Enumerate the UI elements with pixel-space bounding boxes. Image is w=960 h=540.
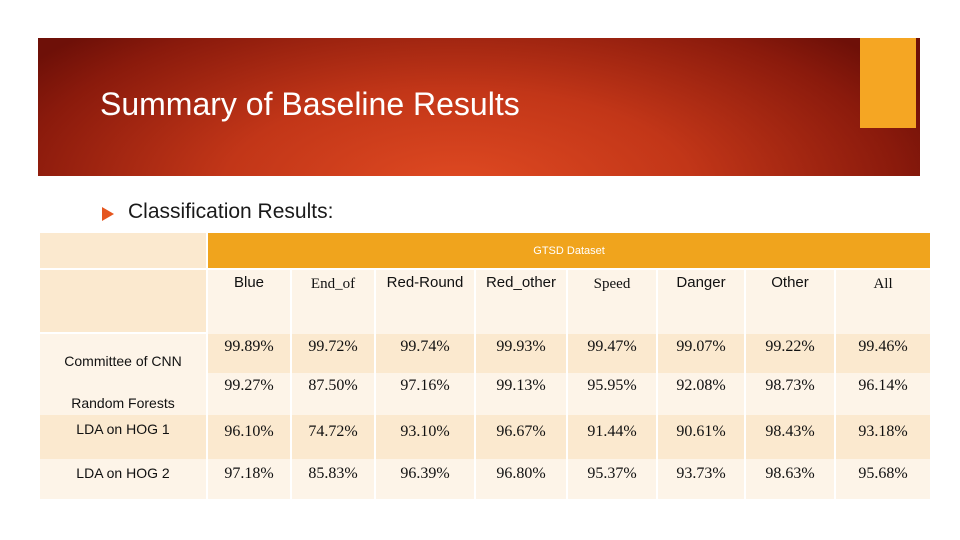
column-header-row: Blue End_of Red-Round Red_other Speed Da…	[40, 270, 931, 334]
table-cell: 93.73%	[658, 459, 746, 499]
table-cell: 90.61%	[658, 415, 746, 459]
bullet-text: Classification Results:	[128, 200, 334, 223]
table-cell: 96.39%	[376, 459, 476, 499]
table-cell: 99.89%	[208, 334, 292, 373]
table-cell: 99.93%	[476, 334, 568, 373]
table-cell: 99.27%	[208, 373, 292, 415]
row-label: LDA on HOG 2	[40, 459, 208, 499]
table-cell: 99.07%	[658, 334, 746, 373]
table-cell: 93.18%	[836, 415, 931, 459]
table-cell: 97.18%	[208, 459, 292, 499]
bullet-arrow-icon	[102, 207, 114, 221]
title-banner	[38, 38, 920, 176]
column-header: Danger	[658, 270, 746, 334]
results-table: GTSD Dataset Blue End_of Red-Round Red_o…	[40, 233, 931, 499]
table-row: Random Forests 99.27% 87.50% 97.16% 99.1…	[40, 373, 931, 415]
column-header: End_of	[292, 270, 376, 334]
table-cell: 92.08%	[658, 373, 746, 415]
slide-title: Summary of Baseline Results	[100, 86, 520, 122]
table-cell: 99.74%	[376, 334, 476, 373]
corner-cell	[40, 270, 208, 334]
table-cell: 95.37%	[568, 459, 658, 499]
table-cell: 95.95%	[568, 373, 658, 415]
dataset-header: GTSD Dataset	[208, 233, 931, 270]
row-label: Random Forests	[40, 373, 208, 415]
accent-block	[860, 38, 916, 128]
column-header: Red-Round	[376, 270, 476, 334]
column-header: Red_other	[476, 270, 568, 334]
table-cell: 99.47%	[568, 334, 658, 373]
table-cell: 97.16%	[376, 373, 476, 415]
table-header-row: GTSD Dataset	[40, 233, 931, 270]
table-row: LDA on HOG 1 96.10% 74.72% 93.10% 96.67%…	[40, 415, 931, 459]
table-cell: 99.22%	[746, 334, 836, 373]
row-label: Committee of CNN	[40, 334, 208, 373]
table-cell: 96.14%	[836, 373, 931, 415]
column-header: Blue	[208, 270, 292, 334]
table-cell: 99.46%	[836, 334, 931, 373]
table-cell: 99.13%	[476, 373, 568, 415]
corner-cell	[40, 233, 208, 270]
table-cell: 91.44%	[568, 415, 658, 459]
table-cell: 98.63%	[746, 459, 836, 499]
table-cell: 85.83%	[292, 459, 376, 499]
table-cell: 96.67%	[476, 415, 568, 459]
table-cell: 95.68%	[836, 459, 931, 499]
table-row: Committee of CNN 99.89% 99.72% 99.74% 99…	[40, 334, 931, 373]
table-cell: 96.80%	[476, 459, 568, 499]
table-cell: 99.72%	[292, 334, 376, 373]
column-header: Speed	[568, 270, 658, 334]
table-cell: 96.10%	[208, 415, 292, 459]
row-label: LDA on HOG 1	[40, 415, 208, 459]
table-cell: 98.43%	[746, 415, 836, 459]
table-cell: 87.50%	[292, 373, 376, 415]
column-header: Other	[746, 270, 836, 334]
table-cell: 74.72%	[292, 415, 376, 459]
column-header: All	[836, 270, 931, 334]
table-cell: 93.10%	[376, 415, 476, 459]
table-row: LDA on HOG 2 97.18% 85.83% 96.39% 96.80%…	[40, 459, 931, 499]
table-cell: 98.73%	[746, 373, 836, 415]
